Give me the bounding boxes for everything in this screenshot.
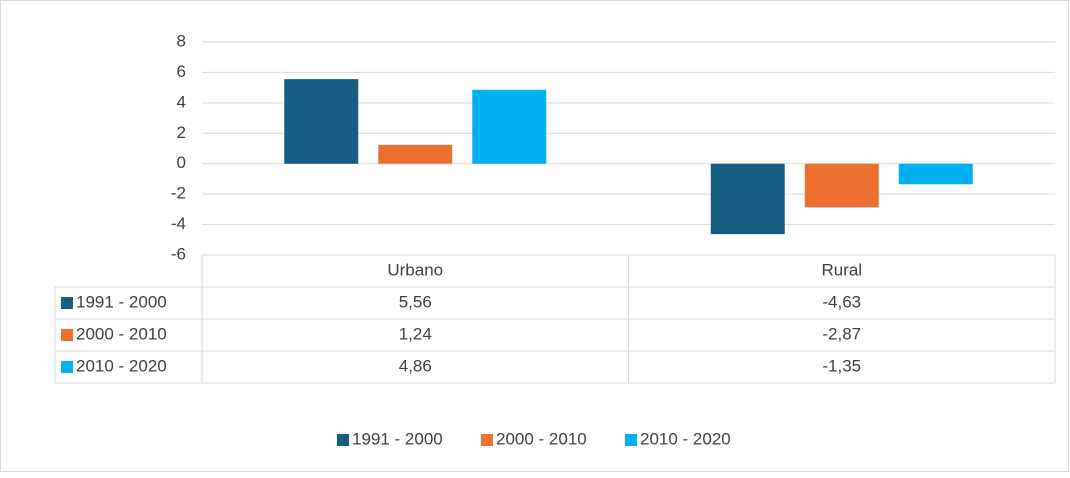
y-tick-label: -2 (171, 184, 186, 203)
y-tick-label: -4 (171, 214, 186, 233)
y-tick-label: 6 (177, 62, 186, 81)
y-tick-label: 0 (177, 153, 186, 172)
legend-key (337, 434, 349, 446)
bar (378, 144, 453, 164)
table-key (61, 361, 73, 373)
table-cell: -2,87 (822, 324, 861, 343)
y-tick-label: 2 (177, 123, 186, 142)
table-cell: 4,86 (399, 356, 432, 375)
y-tick-label: -6 (171, 244, 186, 263)
table-cell: 5,56 (399, 292, 432, 311)
table-row-label: 2000 - 2010 (76, 324, 167, 343)
x-tick-label: Urbano (387, 260, 443, 279)
legend-label: 2000 - 2010 (496, 429, 587, 448)
legend-label: 1991 - 2000 (352, 429, 443, 448)
table-key (61, 297, 73, 309)
legend-key (481, 434, 493, 446)
table-cell: -4,63 (822, 292, 861, 311)
legend-label: 2010 - 2020 (640, 429, 731, 448)
table-row-label: 1991 - 2000 (76, 292, 167, 311)
bar (804, 163, 879, 208)
table-row-label: 2010 - 2020 (76, 356, 167, 375)
y-tick-label: 8 (177, 31, 186, 50)
legend-key (625, 434, 637, 446)
bar (898, 163, 973, 185)
y-tick-label: 4 (177, 92, 186, 111)
table-key (61, 329, 73, 341)
table-cell: 1,24 (399, 324, 432, 343)
table-cell: -1,35 (822, 356, 861, 375)
bar (710, 163, 785, 235)
bar (284, 79, 359, 164)
bar (472, 89, 547, 164)
x-tick-label: Rural (821, 260, 862, 279)
